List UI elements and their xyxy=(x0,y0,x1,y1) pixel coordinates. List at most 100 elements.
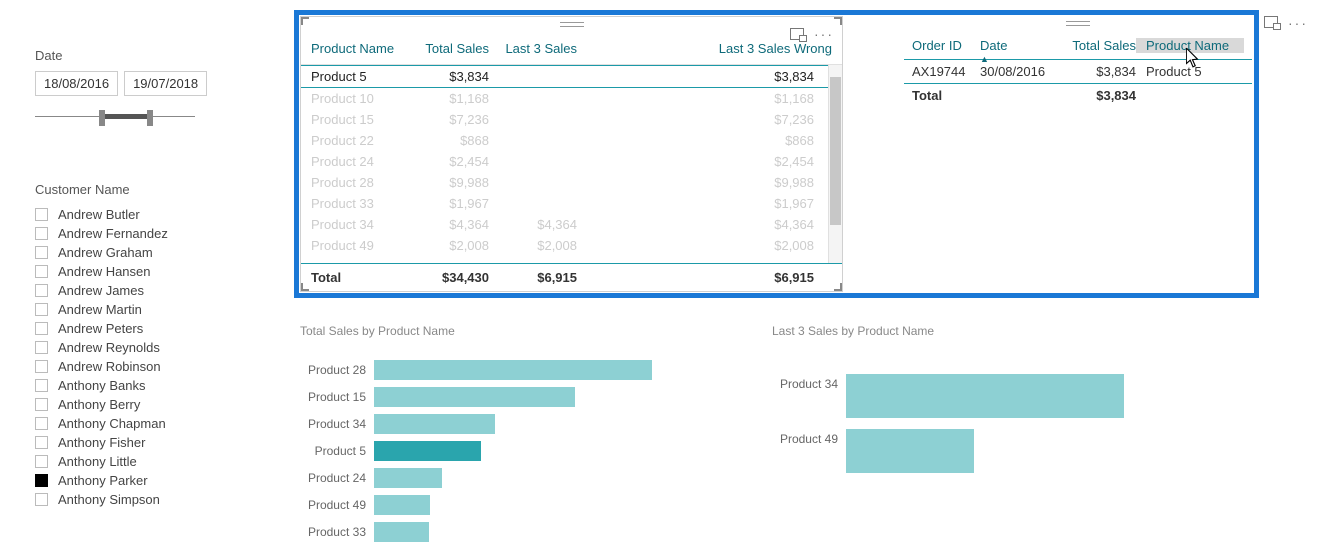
checkbox-icon[interactable] xyxy=(35,474,48,487)
sort-asc-icon: ▲ xyxy=(980,54,989,64)
checkbox-icon[interactable] xyxy=(35,436,48,449)
focus-mode-icon[interactable] xyxy=(790,28,804,40)
bar-fill xyxy=(846,429,974,473)
customer-list-item[interactable]: Andrew Reynolds xyxy=(35,338,255,357)
table-row[interactable]: Product 28$9,988$9,988 xyxy=(301,172,842,193)
more-options-icon[interactable]: ··· xyxy=(814,27,834,41)
checkbox-icon[interactable] xyxy=(35,284,48,297)
table-row[interactable]: Product 34$4,364$4,364$4,364 xyxy=(301,214,842,235)
customer-name: Anthony Chapman xyxy=(58,416,166,431)
customer-name: Anthony Parker xyxy=(58,473,148,488)
col-total-sales[interactable]: Total Sales xyxy=(1060,38,1136,53)
customer-name: Andrew Butler xyxy=(58,207,140,222)
checkbox-icon[interactable] xyxy=(35,341,48,354)
checkbox-icon[interactable] xyxy=(35,417,48,430)
checkbox-icon[interactable] xyxy=(35,398,48,411)
customer-list-item[interactable]: Andrew Robinson xyxy=(35,357,255,376)
checkbox-icon[interactable] xyxy=(35,360,48,373)
vertical-scrollbar[interactable] xyxy=(828,65,842,263)
customer-list-item[interactable]: Andrew Butler xyxy=(35,205,255,224)
customer-list-item[interactable]: Andrew Hansen xyxy=(35,262,255,281)
customer-name: Anthony Simpson xyxy=(58,492,160,507)
bar-row[interactable]: Product 15 xyxy=(300,383,730,410)
bar-row[interactable]: Product 34 xyxy=(300,410,730,437)
date-start-input[interactable]: 18/08/2016 xyxy=(35,71,118,96)
table-row[interactable]: Product 22$868$868 xyxy=(301,130,842,151)
bar-row[interactable]: Product 5 xyxy=(300,437,730,464)
table-row[interactable]: Product 49$2,008$2,008$2,008 xyxy=(301,235,842,256)
table-row[interactable]: Product 15$7,236$7,236 xyxy=(301,109,842,130)
checkbox-icon[interactable] xyxy=(35,379,48,392)
col-date[interactable]: Date ▲ xyxy=(980,38,1060,53)
focus-mode-icon[interactable] xyxy=(1264,16,1278,28)
visual-drag-handle[interactable] xyxy=(904,16,1252,30)
customer-list-item[interactable]: Andrew James xyxy=(35,281,255,300)
bar-label: Product 34 xyxy=(772,377,846,391)
customer-list-item[interactable]: Andrew Graham xyxy=(35,243,255,262)
more-options-icon[interactable]: ··· xyxy=(1288,16,1308,30)
visual-drag-handle[interactable] xyxy=(301,17,842,31)
customer-list-item[interactable]: Anthony Simpson xyxy=(35,490,255,509)
bar-label: Product 49 xyxy=(300,498,374,512)
bar-row[interactable]: Product 34 xyxy=(772,356,1202,411)
bar-label: Product 24 xyxy=(300,471,374,485)
chart-title: Last 3 Sales by Product Name xyxy=(772,324,1202,338)
table-row[interactable]: Product 24$2,454$2,454 xyxy=(301,151,842,172)
col-last3-wrong[interactable]: Last 3 Sales Wrong xyxy=(577,41,832,56)
customer-name: Anthony Banks xyxy=(58,378,145,393)
checkbox-icon[interactable] xyxy=(35,265,48,278)
bar-row[interactable]: Product 28 xyxy=(300,356,730,383)
customer-name: Andrew Hansen xyxy=(58,264,151,279)
table-row[interactable]: AX1974430/08/2016$3,834Product 5 xyxy=(904,59,1252,83)
bar-fill xyxy=(374,468,442,488)
scrollbar-thumb[interactable] xyxy=(830,77,841,225)
customer-name: Anthony Little xyxy=(58,454,137,469)
bar-label: Product 33 xyxy=(300,525,374,539)
checkbox-icon[interactable] xyxy=(35,322,48,335)
customer-list-item[interactable]: Anthony Banks xyxy=(35,376,255,395)
customer-list-item[interactable]: Andrew Fernandez xyxy=(35,224,255,243)
slider-handle-end[interactable] xyxy=(147,110,153,126)
table-row[interactable]: Product 33$1,967$1,967 xyxy=(301,193,842,214)
date-range-slider[interactable] xyxy=(35,106,195,130)
customer-list-item[interactable]: Anthony Little xyxy=(35,452,255,471)
customer-list-item[interactable]: Anthony Fisher xyxy=(35,433,255,452)
col-order-id[interactable]: Order ID xyxy=(912,38,980,53)
resize-handle-br[interactable] xyxy=(834,283,842,291)
bar-label: Product 5 xyxy=(300,444,374,458)
table-row[interactable]: Product 10$1,168$1,168 xyxy=(301,88,842,109)
checkbox-icon[interactable] xyxy=(35,208,48,221)
customer-list-item[interactable]: Anthony Parker xyxy=(35,471,255,490)
customer-list-item[interactable]: Anthony Chapman xyxy=(35,414,255,433)
bar-row[interactable]: Product 33 xyxy=(300,518,730,545)
checkbox-icon[interactable] xyxy=(35,493,48,506)
table-header: Product Name Total Sales Last 3 Sales La… xyxy=(301,31,842,65)
slider-handle-start[interactable] xyxy=(99,110,105,126)
bar-row[interactable]: Product 49 xyxy=(772,411,1202,466)
bar-row[interactable]: Product 24 xyxy=(300,464,730,491)
col-product-name[interactable]: Product Name xyxy=(1136,38,1244,53)
bar-fill xyxy=(374,441,481,461)
table-total-row: Total $34,430 $6,915 $6,915 xyxy=(301,263,842,291)
bar-fill xyxy=(374,495,430,515)
col-total-sales[interactable]: Total Sales xyxy=(413,41,489,56)
col-last3[interactable]: Last 3 Sales xyxy=(489,41,577,56)
col-product-name[interactable]: Product Name xyxy=(311,41,413,56)
checkbox-icon[interactable] xyxy=(35,303,48,316)
bar-label: Product 28 xyxy=(300,363,374,377)
customer-list-item[interactable]: Anthony Berry xyxy=(35,395,255,414)
table-visual-sales: ··· Product Name Total Sales Last 3 Sale… xyxy=(300,16,843,292)
customer-list-item[interactable]: Andrew Martin xyxy=(35,300,255,319)
bar-row[interactable]: Product 49 xyxy=(300,491,730,518)
customer-name: Andrew Robinson xyxy=(58,359,161,374)
customer-name: Andrew James xyxy=(58,283,144,298)
table-row[interactable]: Product 5$3,834$3,834 xyxy=(301,65,842,88)
checkbox-icon[interactable] xyxy=(35,455,48,468)
date-end-input[interactable]: 19/07/2018 xyxy=(124,71,207,96)
bar-fill xyxy=(374,360,652,380)
bar-fill xyxy=(846,374,1124,418)
customer-list-item[interactable]: Andrew Peters xyxy=(35,319,255,338)
checkbox-icon[interactable] xyxy=(35,227,48,240)
checkbox-icon[interactable] xyxy=(35,246,48,259)
resize-handle-bl[interactable] xyxy=(301,283,309,291)
